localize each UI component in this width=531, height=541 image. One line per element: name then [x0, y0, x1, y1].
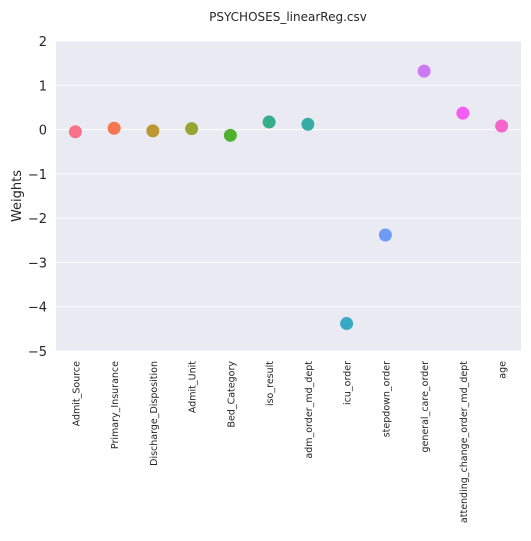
data-point-adm_order_md_dept — [301, 117, 315, 131]
y-tick-label: −1 — [28, 168, 47, 183]
x-tick-label-icu_order: icu_order — [343, 361, 354, 405]
data-points — [68, 64, 509, 331]
y-tick-label: 1 — [39, 79, 47, 94]
x-axis-ticks: Admit_Source Primary_Insurance Discharge_D… — [71, 361, 508, 523]
x-tick-label-Admit_Source: Admit_Source — [71, 361, 82, 427]
data-point-Primary_Insurance — [107, 121, 121, 135]
data-point-stepdown_order — [378, 228, 392, 242]
data-point-Admit_Unit — [185, 122, 199, 136]
data-point-attending_change_order_md_dept — [456, 106, 470, 120]
data-point-icu_order — [340, 317, 354, 331]
data-point-Bed_Category — [223, 128, 237, 142]
y-tick-label: −5 — [28, 345, 47, 360]
x-tick-label-stepdown_order: stepdown_order — [381, 361, 392, 437]
plot-area — [56, 41, 521, 351]
x-tick-label-Primary_Insurance: Primary_Insurance — [110, 361, 121, 449]
x-tick-label-Bed_Category: Bed_Category — [226, 361, 237, 428]
x-tick-label-iso_result: iso_result — [265, 361, 276, 406]
chart-title: PSYCHOSES_linearReg.csv — [209, 10, 367, 24]
x-tick-label-general_care_order: general_care_order — [420, 361, 431, 453]
y-tick-label: 0 — [39, 124, 47, 139]
data-point-age — [495, 119, 509, 133]
x-tick-label-Admit_Unit: Admit_Unit — [188, 361, 199, 413]
y-tick-label: 2 — [39, 35, 47, 50]
x-tick-label-age: age — [498, 361, 509, 379]
data-point-iso_result — [262, 115, 276, 129]
y-tick-label: −4 — [28, 301, 47, 316]
x-tick-label-attending_change_order_md_dept: attending_change_order_md_dept — [459, 361, 470, 523]
y-axis-label: Weights — [10, 170, 25, 222]
x-tick-label-adm_order_md_dept: adm_order_md_dept — [304, 361, 315, 459]
gridlines — [56, 40, 521, 352]
x-tick-label-Discharge_Disposition: Discharge_Disposition — [149, 361, 160, 466]
y-tick-label: −2 — [28, 212, 47, 227]
data-point-Discharge_Disposition — [146, 124, 160, 138]
y-tick-label: −3 — [28, 256, 47, 271]
y-axis-ticks: 2 1 0 −1 −2 −3 −4 −5 — [28, 35, 47, 360]
data-point-general_care_order — [417, 64, 431, 78]
data-point-Admit_Source — [68, 125, 82, 139]
